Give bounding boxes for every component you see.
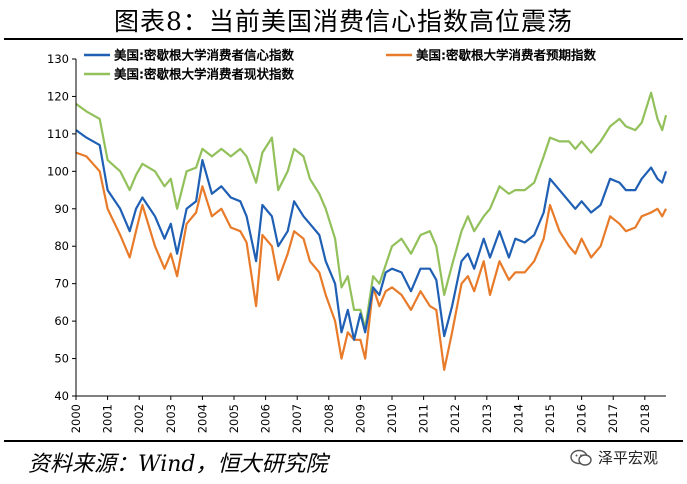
series-line-1	[75, 151, 667, 371]
watermark: 泽平宏观	[570, 447, 658, 468]
x-tick-label: 2015	[543, 404, 557, 433]
y-tick-label: 110	[47, 127, 69, 141]
y-tick-label: 50	[54, 352, 69, 366]
x-tick-label: 2018	[638, 404, 652, 433]
x-tick-label: 2009	[353, 404, 367, 433]
x-tick-label: 2008	[322, 404, 336, 433]
x-tick-label: 2012	[448, 404, 462, 433]
y-tick-label: 100	[47, 164, 69, 178]
legend-label: 美国:密歇根大学消费者预期指数	[416, 48, 596, 63]
wechat-icon	[570, 449, 592, 466]
x-tick-label: 2011	[417, 404, 431, 433]
x-tick-label: 2017	[606, 404, 620, 433]
legend-label: 美国:密歇根大学消费者现状指数	[114, 67, 294, 82]
axes: 40 50 60 70 80 90 100 110 120 130 2000 2001 2002 2003…	[47, 52, 666, 433]
x-tick-label: 2014	[511, 404, 525, 433]
series-line-2	[75, 91, 668, 330]
x-tick-label: 2004	[195, 404, 209, 433]
y-tick-label: 80	[54, 239, 69, 253]
y-tick-label: 90	[54, 202, 69, 216]
x-tick-label: 2003	[164, 404, 178, 433]
y-tick-label: 60	[54, 314, 69, 328]
y-tick-label: 40	[54, 389, 69, 403]
series-line-0	[75, 129, 668, 341]
x-tick-label: 2005	[227, 404, 241, 433]
watermark-label: 泽平宏观	[598, 449, 659, 467]
title-rule	[4, 38, 683, 40]
y-tick-label: 120	[47, 89, 69, 103]
line-chart: 美国:密歇根大学消费者信心指数 美国:密歇根大学消费者预期指数美国:密歇根大学消费…	[47, 48, 668, 433]
x-tick-label: 2000	[69, 404, 83, 433]
x-tick-label: 2001	[101, 404, 115, 433]
y-tick-label: 130	[47, 52, 69, 66]
x-tick-label: 2010	[385, 404, 399, 433]
x-tick-label: 2002	[132, 404, 146, 433]
y-tick-label: 70	[54, 277, 69, 291]
legend: 美国:密歇根大学消费者信心指数 美国:密歇根大学消费者预期指数美国:密歇根大学消费…	[84, 48, 596, 82]
x-tick-label: 2016	[575, 404, 589, 433]
plot-area	[75, 91, 668, 371]
legend-label: 美国:密歇根大学消费者信心指数	[114, 48, 294, 63]
chart-title: 图表8：当前美国消费信心指数高位震荡	[114, 7, 573, 36]
source-note: 资料来源：Wind，恒大研究院	[28, 452, 328, 477]
x-tick-label: 2007	[290, 404, 304, 433]
footer-rule	[4, 440, 683, 442]
x-tick-label: 2013	[480, 404, 494, 433]
x-tick-label: 2006	[259, 404, 273, 433]
